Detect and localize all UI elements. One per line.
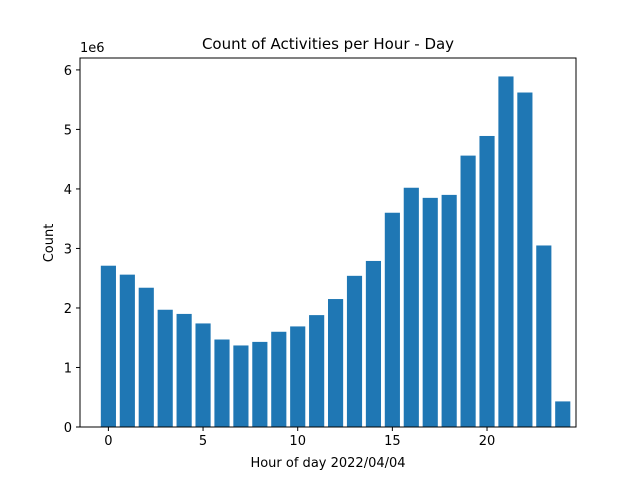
x-tick-label: 5 [199, 434, 207, 449]
bar-hour-10 [290, 326, 306, 427]
y-tick-label: 4 [64, 183, 72, 198]
y-axis-title: Count [42, 224, 57, 263]
y-tick-label: 3 [64, 242, 72, 257]
bar-hour-22 [517, 92, 533, 428]
x-tick-label: 20 [479, 434, 496, 449]
x-axis-title: Hour of day 2022/04/04 [250, 456, 405, 471]
chart-title: Count of Activities per Hour - Day [202, 35, 454, 53]
y-axis-scale-label: 1e6 [80, 41, 105, 56]
bar-hour-13 [346, 275, 363, 427]
plot-frame [79, 57, 577, 428]
bar-hour-1 [119, 274, 135, 427]
bar-hour-5 [195, 323, 211, 427]
x-tick-label: 0 [104, 434, 112, 449]
y-tick-label: 5 [64, 123, 72, 138]
bar-hour-19 [460, 155, 476, 428]
bar-hour-16 [403, 187, 419, 427]
bars-group [100, 76, 571, 428]
bar-hour-24 [555, 401, 571, 427]
bar-hour-7 [233, 345, 249, 427]
y-ticks-group: 0 1 2 3 4 5 6 [64, 64, 80, 436]
bar-hour-8 [252, 341, 268, 427]
bar-hour-12 [328, 299, 344, 427]
bar-hour-14 [365, 260, 382, 427]
y-tick-label: 6 [64, 64, 72, 79]
bar-hour-3 [157, 309, 173, 427]
x-tick-label: 15 [384, 434, 401, 449]
bar-hour-21 [498, 76, 514, 427]
bar-hour-2 [138, 287, 154, 427]
bar-hour-9 [271, 331, 287, 427]
bar-hour-4 [176, 313, 192, 427]
bar-hour-18 [441, 194, 457, 427]
x-tick-label: 10 [289, 434, 306, 449]
x-ticks-group: 0 5 10 15 20 [104, 427, 495, 449]
bar-hour-11 [309, 315, 325, 427]
bar-hour-23 [536, 245, 552, 427]
bar-hour-0 [100, 265, 116, 427]
y-tick-label: 1 [64, 361, 72, 376]
bar-hour-17 [422, 197, 438, 427]
y-tick-label: 2 [64, 302, 72, 317]
bar-hour-15 [384, 212, 400, 427]
bar-hour-20 [479, 135, 495, 427]
y-tick-label: 0 [64, 421, 72, 436]
bar-hour-6 [214, 339, 230, 427]
